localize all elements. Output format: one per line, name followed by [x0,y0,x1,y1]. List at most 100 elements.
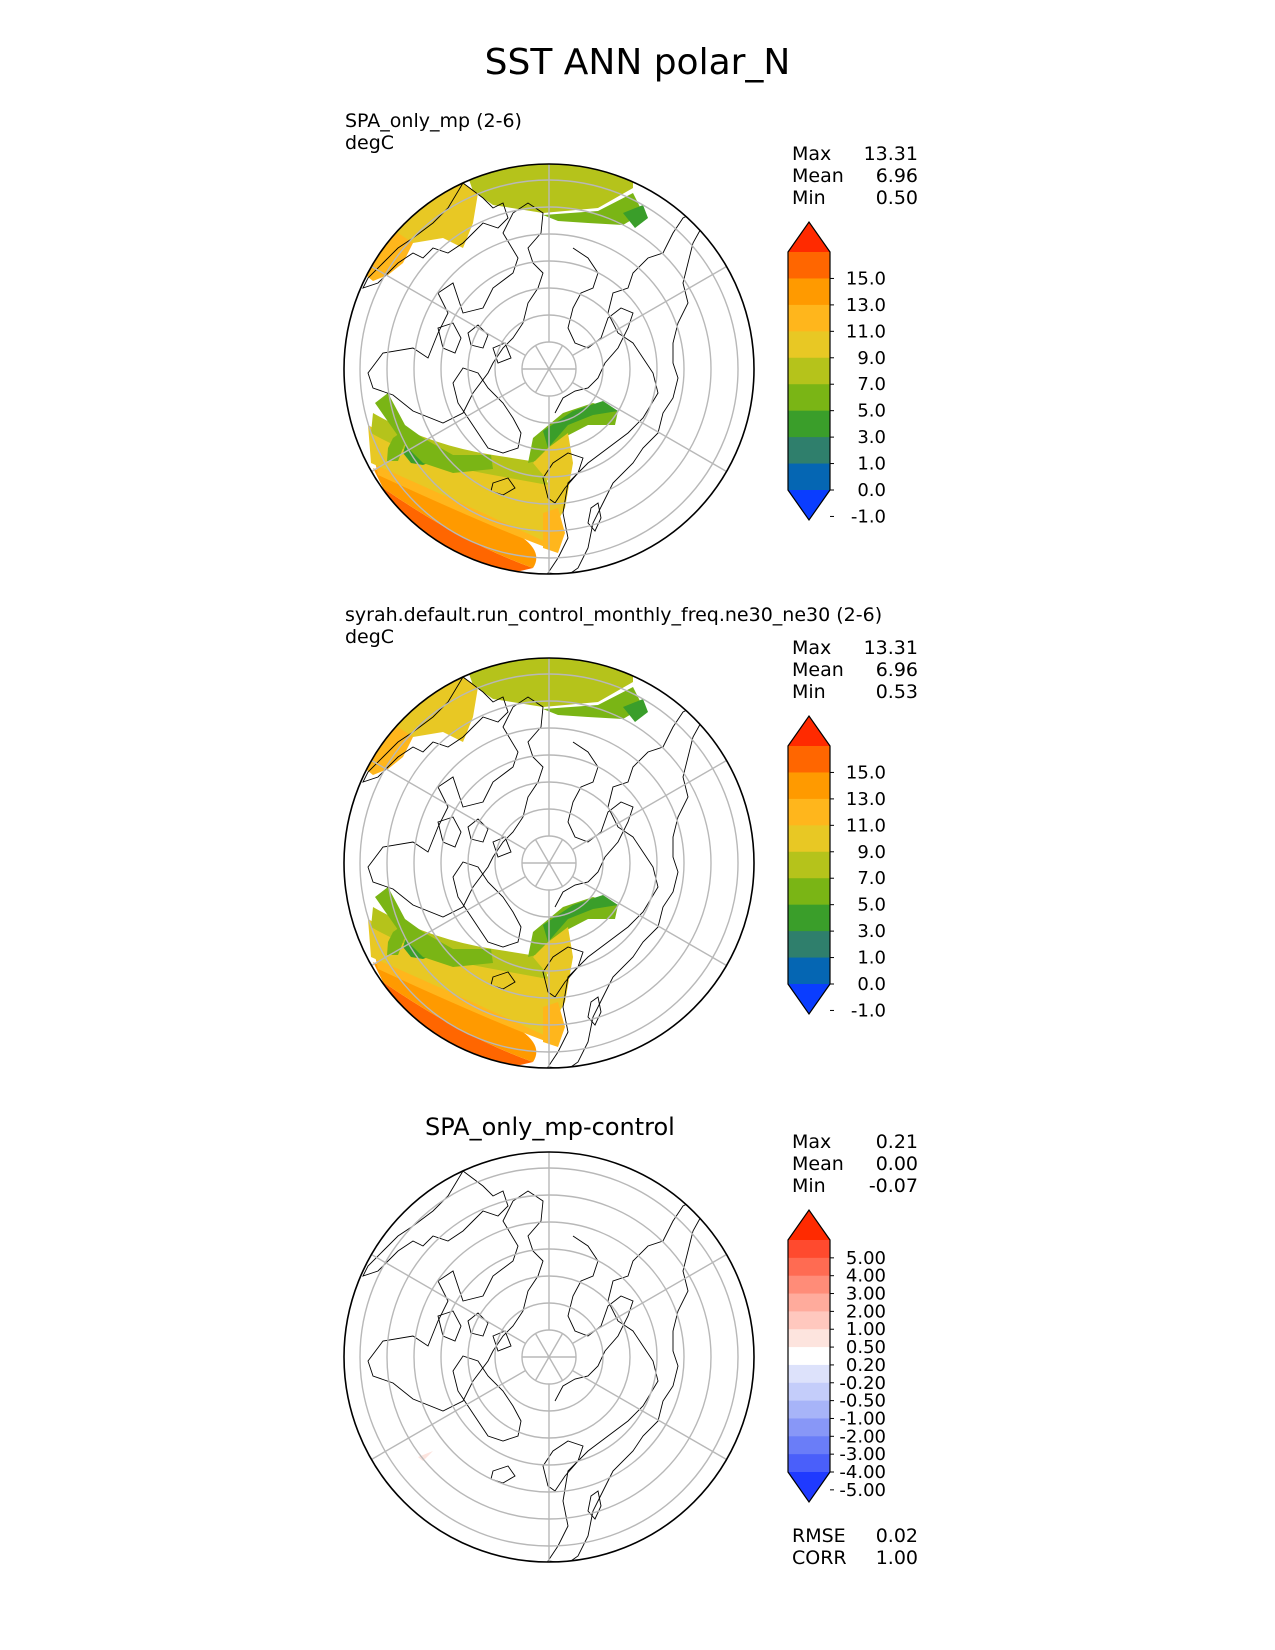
units-label: degC [345,132,395,154]
colorbar-tick-label: -3.00 [839,1444,886,1465]
colorbar-tick-label: 5.0 [857,401,886,422]
rmse-value: 0.02 [875,1525,918,1547]
pacific-band-3 [623,699,648,722]
norwegian-sea-band [533,433,573,533]
polar-map [343,163,755,575]
colorbar-segment [788,304,830,332]
longitude-line [572,1253,728,1345]
colorbar-segment [788,1454,830,1473]
colorbar-segment [788,904,830,932]
coastline-north-america [367,1190,544,1412]
corr-value: 1.00 [875,1547,918,1569]
error-stats-box: RMSE 0.02 CORR 1.00 [792,1525,918,1569]
coastline-alaska [362,1170,509,1277]
colorbar: 15.0 13.0 11.0 9.0 7.0 5.0 3.0 1.0 0.0 -1.0 [787,220,886,527]
colorbar-tick-label: 1.0 [857,948,886,969]
barents-band-2 [543,401,618,448]
longitude-line [548,1333,564,1358]
colorbar-segment [788,437,830,465]
colorbar-tick-label: 9.0 [857,348,886,369]
colorbar-tick-label: 3.00 [846,1284,886,1305]
coastline-iceland [490,477,516,496]
max-value: 13.31 [863,143,918,165]
map-content [344,1152,754,1562]
max-label: Max [792,637,832,659]
map-content [344,658,754,1068]
colorbar-tick-label: -0.50 [839,1391,886,1412]
colorbar: 5.004.003.002.001.000.500.20-0.20-0.50-1… [787,1208,886,1504]
colorbar-segment [788,1257,830,1277]
colorbar-tick-label: -4.00 [839,1462,886,1483]
barents-band-2 [543,895,618,942]
map-content [344,164,754,574]
coastline-greenland [452,1355,522,1442]
coastline-greenland [452,861,522,948]
coastline-north-america [367,202,544,424]
colorbar-segment [788,931,830,959]
mean-value: 6.96 [875,659,918,681]
longitude-line [534,345,550,370]
max-label: Max [792,143,832,165]
max-value: 13.31 [863,637,918,659]
min-label: Min [792,1175,826,1197]
colorbar-segment [788,384,830,412]
mean-label: Mean [792,659,844,681]
longitude-line [548,839,564,864]
colorbar-segment [788,1329,830,1348]
colorbar-extend-max [788,222,830,252]
coastline-iceland [490,971,516,990]
max-value: 0.21 [875,1131,918,1153]
colorbar-segment [788,798,830,826]
min-label: Min [792,681,826,703]
pacific-band-4 [383,183,478,248]
stats-box: Max 13.31 Mean 6.96 Min 0.53 [792,637,918,703]
colorbar-tick-label: 1.0 [857,454,886,475]
colorbar-tick-label: 3.0 [857,921,886,942]
panel-title: SPA_only_mp-control [425,1113,675,1141]
colorbar-segment [788,1382,830,1402]
longitude-line [534,1333,550,1358]
coastline-uk [587,1490,602,1520]
colorbar-tick-label: -0.20 [839,1373,886,1394]
colorbar-tick-label: 0.20 [846,1355,886,1376]
min-value: -0.07 [868,1175,918,1197]
mean-value: 0.00 [875,1153,918,1175]
colorbar-tick-label: 11.0 [846,321,886,342]
colorbar-segment [788,357,830,385]
colorbar-extend-max [788,716,830,746]
rmse-label: RMSE [792,1525,846,1547]
mean-label: Mean [792,1153,844,1175]
colorbar-segment [788,331,830,359]
case-name: syrah.default.run_control_monthly_freq.n… [345,604,883,626]
coastline-greenland [452,367,522,454]
colorbar-tick-label: 0.0 [857,480,886,501]
longitude-line [572,265,728,357]
colorbar-tick-label: -1.0 [851,1000,886,1021]
longitude-line [548,368,564,393]
polar-map [343,657,755,1069]
colorbar-tick-label: 0.50 [846,1337,886,1358]
colorbar-tick-label: 4.00 [846,1266,886,1287]
atlantic-green-band [375,887,493,967]
colorbar-segment [788,825,830,853]
map-boundary [343,1151,755,1563]
colorbar-tick-label: 0.0 [857,974,886,995]
colorbar-tick-label: -5.00 [839,1480,886,1501]
longitude-line [370,381,526,473]
longitude-line [548,345,564,370]
figure-title: SST ANN polar_N [484,42,791,83]
colorbar-tick-label: 2.00 [846,1301,886,1322]
longitude-line [534,368,550,393]
pacific-band-4 [383,677,478,742]
colorbar-extend-min [788,984,830,1014]
longitude-line [572,381,728,473]
colorbar-tick-label: 3.0 [857,427,886,448]
colorbar-segment [788,851,830,879]
colorbar-segment [788,1418,830,1437]
colorbar-tick-label: 7.0 [857,868,886,889]
coastline-uk [587,502,602,532]
corr-label: CORR [792,1547,847,1569]
panel-title: SPA_only_mp (2-6) degC [345,110,522,154]
longitude-line [572,875,728,967]
longitude-line [370,1369,526,1461]
